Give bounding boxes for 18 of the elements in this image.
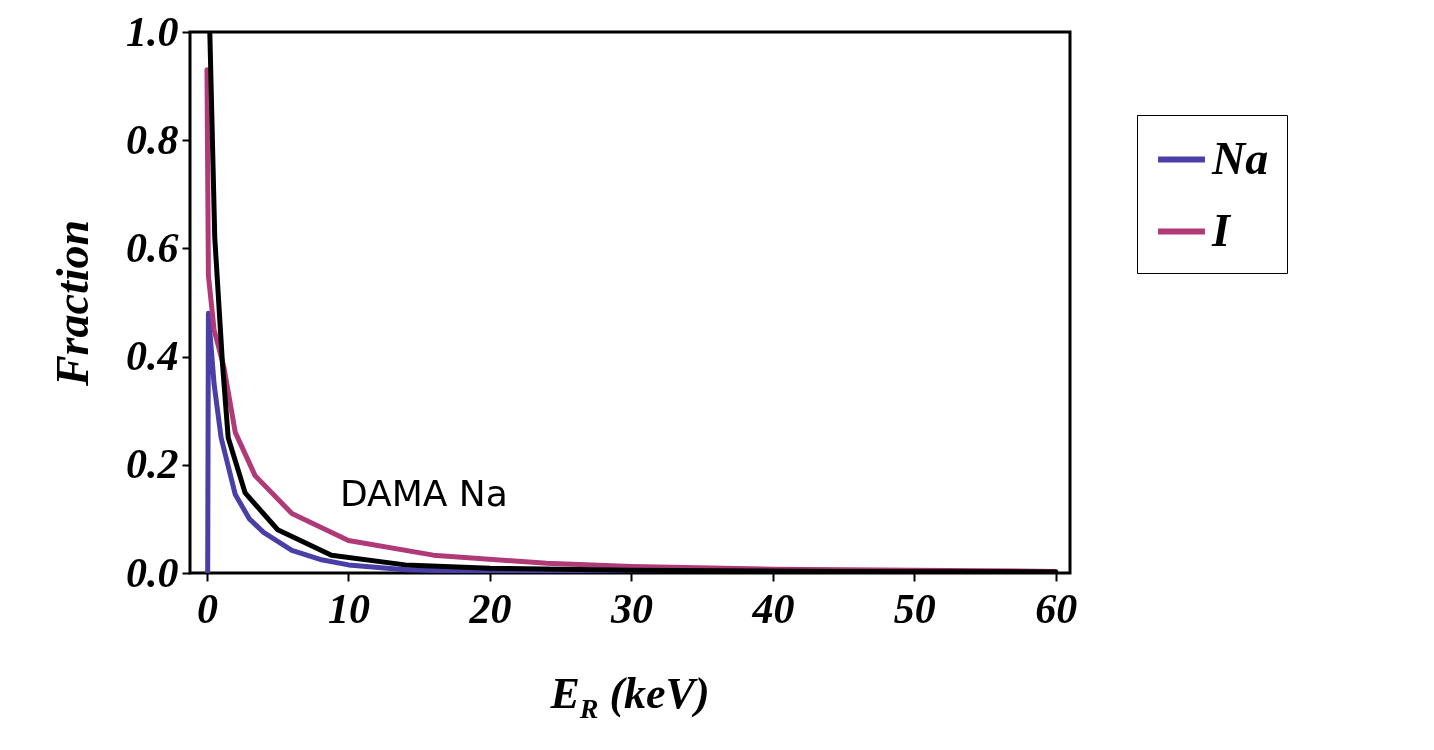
y-tick-label: 0.6: [126, 224, 179, 271]
y-tick-label: 0.2: [126, 441, 179, 488]
x-tick-label: 30: [609, 585, 653, 632]
x-tick-label: 20: [468, 585, 512, 632]
legend-label: I: [1211, 204, 1232, 256]
x-axis-title: E$_{R}$ (keV): [549, 668, 711, 725]
y-tick-label: 0.8: [126, 116, 179, 163]
x-tick-label: 10: [327, 585, 370, 632]
x-tick-label: 0: [196, 585, 218, 632]
y-tick-label: 0.0: [126, 549, 179, 596]
y-axis-title: Fraction: [47, 219, 98, 388]
y-tick-label: 1.0: [126, 8, 179, 55]
annotation: DAMA Na: [340, 473, 508, 514]
y-tick-label: 0.4: [126, 333, 179, 380]
x-tick-label: 50: [893, 585, 936, 632]
x-tick-label: 40: [751, 585, 795, 632]
x-tick-label: 60: [1035, 585, 1078, 632]
legend-label: Na: [1211, 132, 1269, 184]
